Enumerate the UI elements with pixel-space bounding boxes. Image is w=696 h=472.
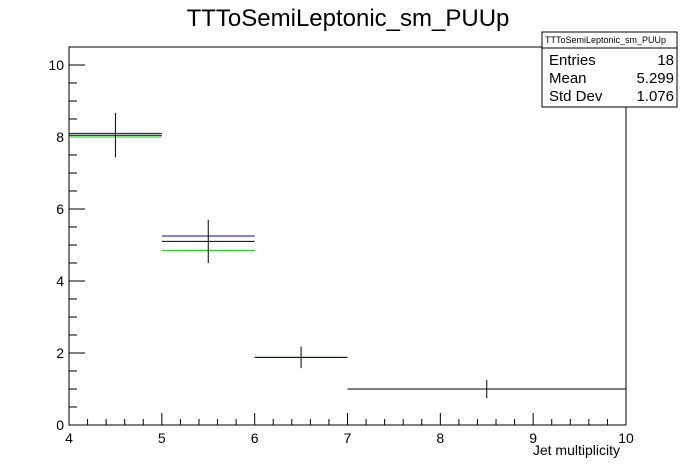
y-tick-label: 0 <box>56 417 64 433</box>
stats-entries-label: Entries <box>549 52 596 69</box>
y-tick-label: 10 <box>48 57 64 73</box>
x-tick-label: 8 <box>436 430 444 446</box>
stats-entries-value: 18 <box>657 52 674 69</box>
x-tick-label: 5 <box>158 430 166 446</box>
stats-stddev-value: 1.076 <box>636 88 674 105</box>
x-tick-label: 10 <box>618 430 634 446</box>
x-axis: 4 5 6 7 8 9 10 <box>65 413 634 446</box>
x-axis-label: Jet multiplicity <box>533 442 620 458</box>
chart-title: TTToSemiLeptonic_sm_PUUp <box>187 5 510 32</box>
stats-box: TTToSemiLeptonic_sm_PUUp Entries 18 Mean… <box>541 31 678 108</box>
stats-stddev-label: Std Dev <box>549 88 603 105</box>
y-tick-label: 8 <box>56 129 64 145</box>
series-layer <box>69 112 626 398</box>
stats-box-frame <box>541 31 678 108</box>
x-tick-label: 4 <box>65 430 73 446</box>
x-tick-label: 7 <box>344 430 352 446</box>
y-tick-label: 2 <box>56 345 64 361</box>
y-tick-label: 4 <box>56 273 64 289</box>
stats-mean-value: 5.299 <box>636 70 674 87</box>
x-tick-label: 6 <box>251 430 259 446</box>
y-tick-label: 6 <box>56 201 64 217</box>
stats-mean-label: Mean <box>549 70 587 87</box>
stats-box-title: TTToSemiLeptonic_sm_PUUp <box>545 35 666 45</box>
x-tick-label: 9 <box>529 430 537 446</box>
